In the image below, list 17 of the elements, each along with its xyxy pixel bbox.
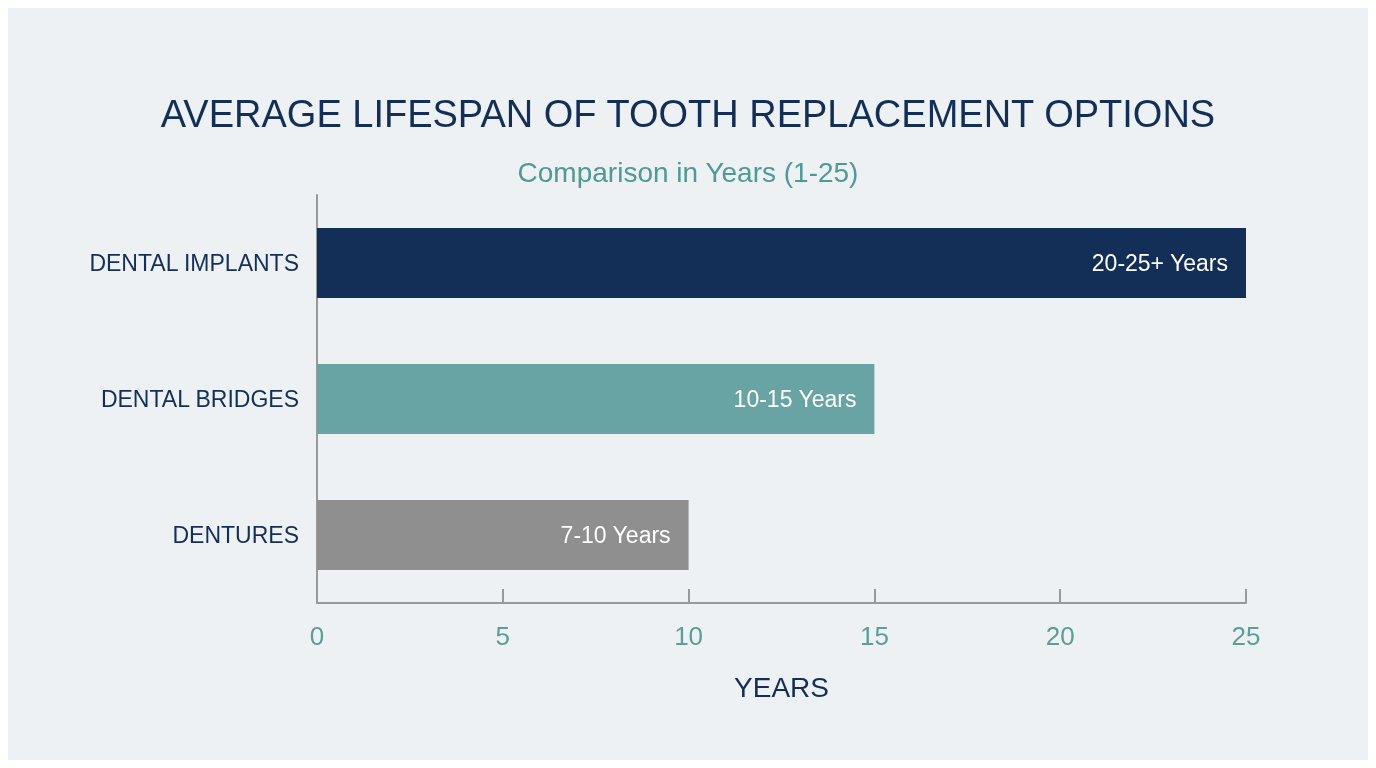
y-tick-label: DENTAL BRIDGES	[100, 386, 299, 412]
x-tick-label: 20	[1045, 621, 1075, 651]
y-tick-label: DENTURES	[172, 522, 299, 548]
bar	[317, 228, 1246, 298]
chart-title: AVERAGE LIFESPAN OF TOOTH REPLACEMENT OPTIONS	[160, 93, 1216, 135]
x-tick-label: 25	[1231, 621, 1261, 651]
bar	[317, 364, 875, 434]
x-tick-label: 5	[495, 621, 511, 651]
data-label: 7-10 Years	[560, 522, 671, 548]
x-axis-title: YEARS	[734, 671, 829, 703]
y-tick-label: DENTAL IMPLANTS	[89, 250, 299, 276]
x-tick-label: 15	[859, 621, 889, 651]
x-tick-label: 0	[309, 621, 325, 651]
x-tick-label: 10	[674, 621, 704, 651]
data-label: 10-15 Years	[733, 386, 857, 412]
chart-subtitle: Comparison in Years (1-25)	[517, 156, 859, 188]
data-label: 20-25+ Years	[1091, 250, 1228, 276]
